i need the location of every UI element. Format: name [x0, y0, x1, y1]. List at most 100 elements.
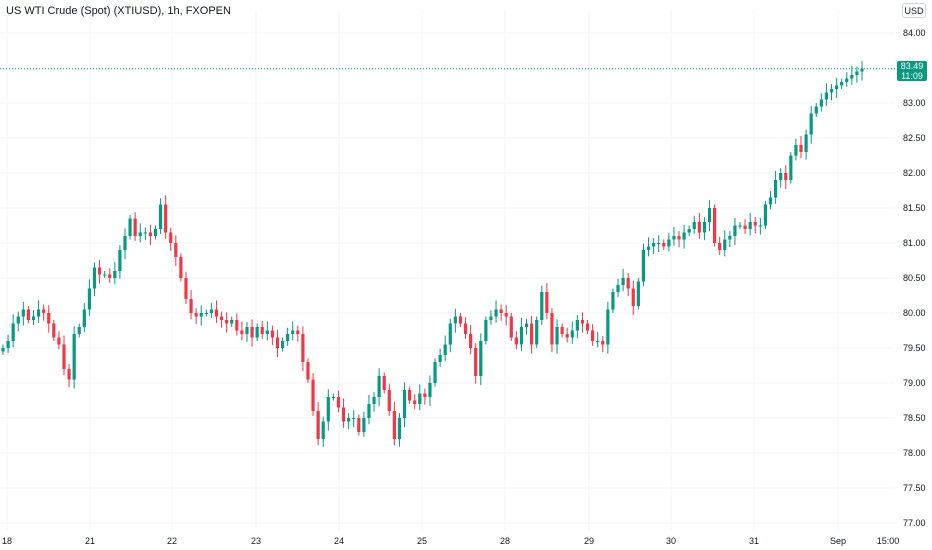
candle-body: [392, 411, 396, 439]
candle: [219, 311, 224, 328]
candle: [545, 282, 549, 320]
candle-body: [834, 85, 839, 89]
candle: [82, 303, 86, 332]
candle-body: [555, 327, 559, 345]
candle: [179, 253, 183, 282]
candle-body: [784, 173, 788, 180]
candle-body: [423, 393, 427, 397]
candle-body: [189, 299, 193, 313]
candle-body: [860, 68, 864, 72]
candle: [662, 239, 666, 250]
candle: [575, 315, 579, 339]
candle: [773, 170, 778, 204]
candle-body: [21, 309, 25, 317]
candle: [42, 304, 46, 321]
candle: [413, 394, 417, 409]
candle: [667, 233, 671, 252]
candle-body: [524, 323, 529, 327]
candle: [758, 217, 762, 235]
candle: [479, 333, 483, 386]
candle-body: [296, 330, 300, 334]
candle-body: [133, 218, 137, 236]
candle: [387, 383, 391, 416]
candle: [438, 348, 442, 367]
candle-body: [652, 243, 656, 247]
candle-body: [824, 92, 829, 100]
candle-body: [484, 320, 488, 341]
price-axis[interactable]: 84.0083.5083.0082.5082.0081.5081.0080.50…: [903, 28, 926, 528]
x-tick-label: 29: [584, 536, 594, 546]
candle-body: [11, 323, 15, 341]
candle-body: [443, 344, 447, 355]
candle-body: [306, 362, 310, 380]
y-tick-label: 82.00: [903, 168, 926, 178]
candle: [652, 238, 656, 255]
candle: [169, 227, 173, 251]
candle: [16, 311, 20, 332]
x-tick-label: 22: [167, 536, 177, 546]
candle-body: [128, 218, 132, 236]
candle-body: [372, 397, 376, 404]
candle: [11, 314, 15, 348]
candle: [433, 358, 437, 387]
candle: [26, 306, 31, 324]
candle: [306, 358, 310, 383]
candle-body: [748, 222, 752, 229]
y-tick-label: 79.50: [903, 343, 926, 353]
candle-body: [311, 379, 315, 411]
candle-body: [164, 204, 168, 233]
candle-body: [692, 222, 696, 229]
candle: [524, 318, 529, 335]
candle: [341, 398, 346, 428]
candle-body: [433, 362, 437, 383]
candle-body: [687, 229, 691, 233]
candle-body: [560, 327, 564, 334]
candle: [265, 321, 269, 341]
candle-body: [36, 309, 41, 317]
last-price-value: 83.49: [900, 61, 924, 71]
candle-body: [72, 334, 76, 380]
candle: [204, 309, 208, 317]
candle-body: [230, 320, 234, 324]
candle: [677, 231, 681, 248]
grid-lines: [0, 10, 895, 530]
candle: [21, 301, 25, 326]
y-tick-label: 80.00: [903, 308, 926, 318]
candle: [702, 217, 707, 241]
symbol-title: US WTI Crude (Spot) (XTIUSD), 1h, FXOPEN: [6, 5, 231, 17]
candle: [768, 191, 773, 210]
candle: [357, 414, 361, 436]
candle-body: [458, 316, 463, 324]
candle: [489, 310, 493, 325]
currency-button[interactable]: USD: [902, 3, 926, 18]
candle-body: [733, 225, 737, 236]
candle: [97, 259, 102, 284]
candle-body: [535, 320, 539, 345]
candle-body: [596, 341, 600, 342]
candle: [463, 317, 468, 339]
candle: [372, 392, 376, 412]
candle-body: [341, 407, 346, 422]
candle: [697, 212, 701, 239]
time-axis[interactable]: 18 21 22 23 24 25 28 29 30 31 Sep 15:00: [2, 536, 899, 546]
candle: [214, 300, 219, 323]
candle: [616, 278, 620, 297]
candle-body: [773, 180, 778, 198]
candle-body: [16, 316, 20, 324]
candle-body: [789, 155, 793, 180]
candle-body: [255, 327, 259, 338]
candle: [301, 326, 305, 372]
candle: [626, 273, 630, 297]
x-tick-label: 31: [749, 536, 759, 546]
y-tick-label: 79.00: [903, 378, 926, 388]
x-tick-label: 24: [334, 536, 344, 546]
candle: [270, 325, 274, 346]
candle-body: [275, 337, 280, 348]
candle-body: [331, 397, 335, 398]
candle: [824, 83, 829, 106]
x-tick-label: 15:00: [877, 536, 900, 546]
candle: [499, 304, 503, 321]
candle: [560, 323, 564, 338]
candle-body: [850, 75, 854, 79]
